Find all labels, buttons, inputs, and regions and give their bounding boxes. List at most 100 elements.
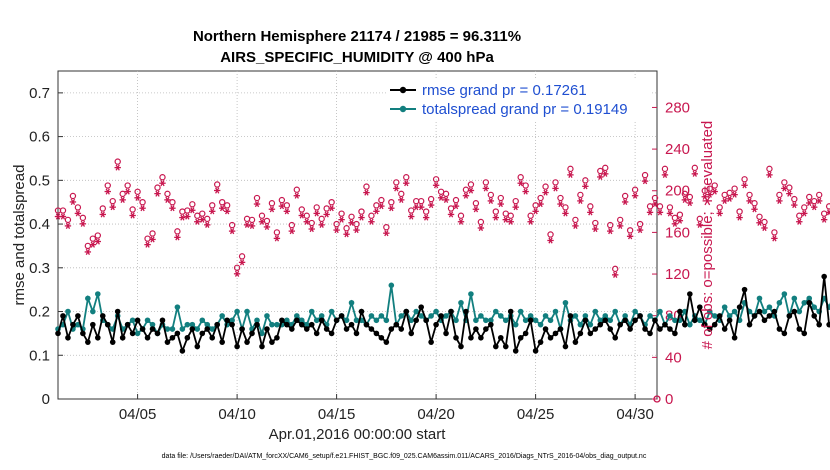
series-0-point [294, 317, 300, 324]
obs-possible-point [278, 196, 286, 204]
obs-evaluated-point [149, 236, 156, 243]
obs-evaluated-point [736, 214, 743, 221]
obs-possible-point [59, 207, 67, 214]
asterisk-stroke [553, 185, 558, 192]
asterisk-stroke [722, 197, 727, 205]
series-0-point [199, 330, 206, 337]
obs-evaluated-point [577, 197, 584, 205]
obs-evaluated-point [706, 191, 713, 198]
x-axis-label: Apr.01,2016 00:00:00 start [269, 426, 447, 443]
obs-evaluated-point [159, 180, 166, 187]
obs-evaluated-point [542, 189, 549, 196]
series-0-point [587, 330, 594, 337]
asterisk-stroke [622, 198, 628, 206]
obs-possible-point [233, 264, 241, 271]
obs-possible-point [666, 204, 674, 211]
series-1-point [303, 321, 310, 328]
series-0-point [706, 326, 713, 332]
series-1-point [687, 321, 693, 328]
series-1-point [547, 317, 554, 324]
obs-possible-point [417, 197, 425, 205]
obs-possible-point [298, 206, 305, 213]
asterisk-stroke [70, 198, 76, 206]
asterisk-stroke [354, 226, 359, 234]
obs-evaluated-point [313, 210, 320, 217]
series-lines [55, 273, 830, 354]
series-0-point [209, 334, 216, 341]
obs-possible-point [482, 179, 490, 186]
obs-possible-point [626, 227, 634, 234]
series-0-point [433, 321, 439, 328]
asterisk-stroke [767, 171, 772, 178]
series-0-point [55, 330, 61, 337]
obs-evaluated-point [437, 194, 445, 201]
obs-possible-point [651, 194, 659, 202]
series-0-point [696, 304, 703, 310]
legend-box [387, 80, 652, 120]
obs-evaluated-point [422, 214, 430, 221]
series-1-point [766, 304, 773, 310]
series-0-point [134, 317, 141, 324]
series-1-point [229, 317, 235, 324]
asterisk-stroke [707, 191, 712, 198]
asterisk-stroke [220, 205, 225, 212]
obs-possible-point [532, 202, 539, 209]
asterisk-stroke [642, 178, 648, 185]
obs-evaluated-point [811, 204, 818, 211]
obs-evaluated-point [283, 208, 291, 215]
series-0-point [189, 326, 196, 332]
obs-possible-point [378, 196, 385, 204]
y-right-tick-label: 280 [665, 99, 690, 116]
asterisk-stroke [548, 237, 553, 244]
asterisk-stroke [329, 205, 334, 212]
series-0-point [448, 308, 454, 315]
series-1-point [90, 308, 96, 315]
obs-possible-point [572, 216, 579, 224]
series-0-point [701, 321, 708, 328]
obs-possible-point [641, 171, 649, 179]
series-0-point [811, 313, 818, 319]
y-right-tick-label: 200 [665, 183, 690, 200]
series-0-point [761, 317, 768, 324]
obs-possible-point [74, 204, 82, 211]
asterisk-stroke [498, 200, 503, 208]
series-0-point [741, 286, 748, 293]
obs-possible-point [228, 221, 236, 229]
series-0-point [582, 317, 589, 324]
obs-possible-point [696, 215, 703, 223]
obs-possible-point [656, 203, 664, 210]
x-tick-label: 04/15 [318, 406, 356, 423]
series-0-point [736, 304, 743, 310]
series-0-point [80, 330, 86, 337]
obs-evaluated-point [79, 220, 87, 227]
obs-possible-point [676, 211, 684, 218]
series-1-point [622, 313, 628, 319]
series-0-point [711, 321, 718, 328]
series-0-point [458, 343, 464, 350]
series-0-point [70, 321, 76, 328]
obs-possible-point [338, 210, 345, 217]
obs-evaluated-point [547, 237, 554, 244]
series-0-point [244, 339, 250, 345]
series-1-point [348, 299, 355, 306]
obs-evaluated-point [218, 205, 226, 212]
series-1-point [726, 313, 733, 319]
asterisk-stroke [155, 190, 160, 197]
asterisk-stroke [409, 213, 414, 220]
asterisk-stroke [747, 197, 752, 205]
asterisk-stroke [249, 222, 255, 229]
series-1-point [647, 313, 653, 319]
asterisk-stroke [682, 196, 688, 203]
obs-evaluated-point [537, 200, 544, 208]
series-0-point [169, 334, 176, 341]
series-1-point [65, 308, 71, 315]
obs-possible-point [169, 198, 176, 206]
obs-evaluated-point [517, 180, 524, 187]
obs-possible-point [607, 221, 614, 229]
obs-possible-point [104, 182, 111, 189]
obs-possible-point [149, 230, 156, 237]
asterisk-stroke [463, 192, 469, 199]
series-0-point [473, 326, 479, 332]
asterisk-stroke [772, 235, 777, 242]
